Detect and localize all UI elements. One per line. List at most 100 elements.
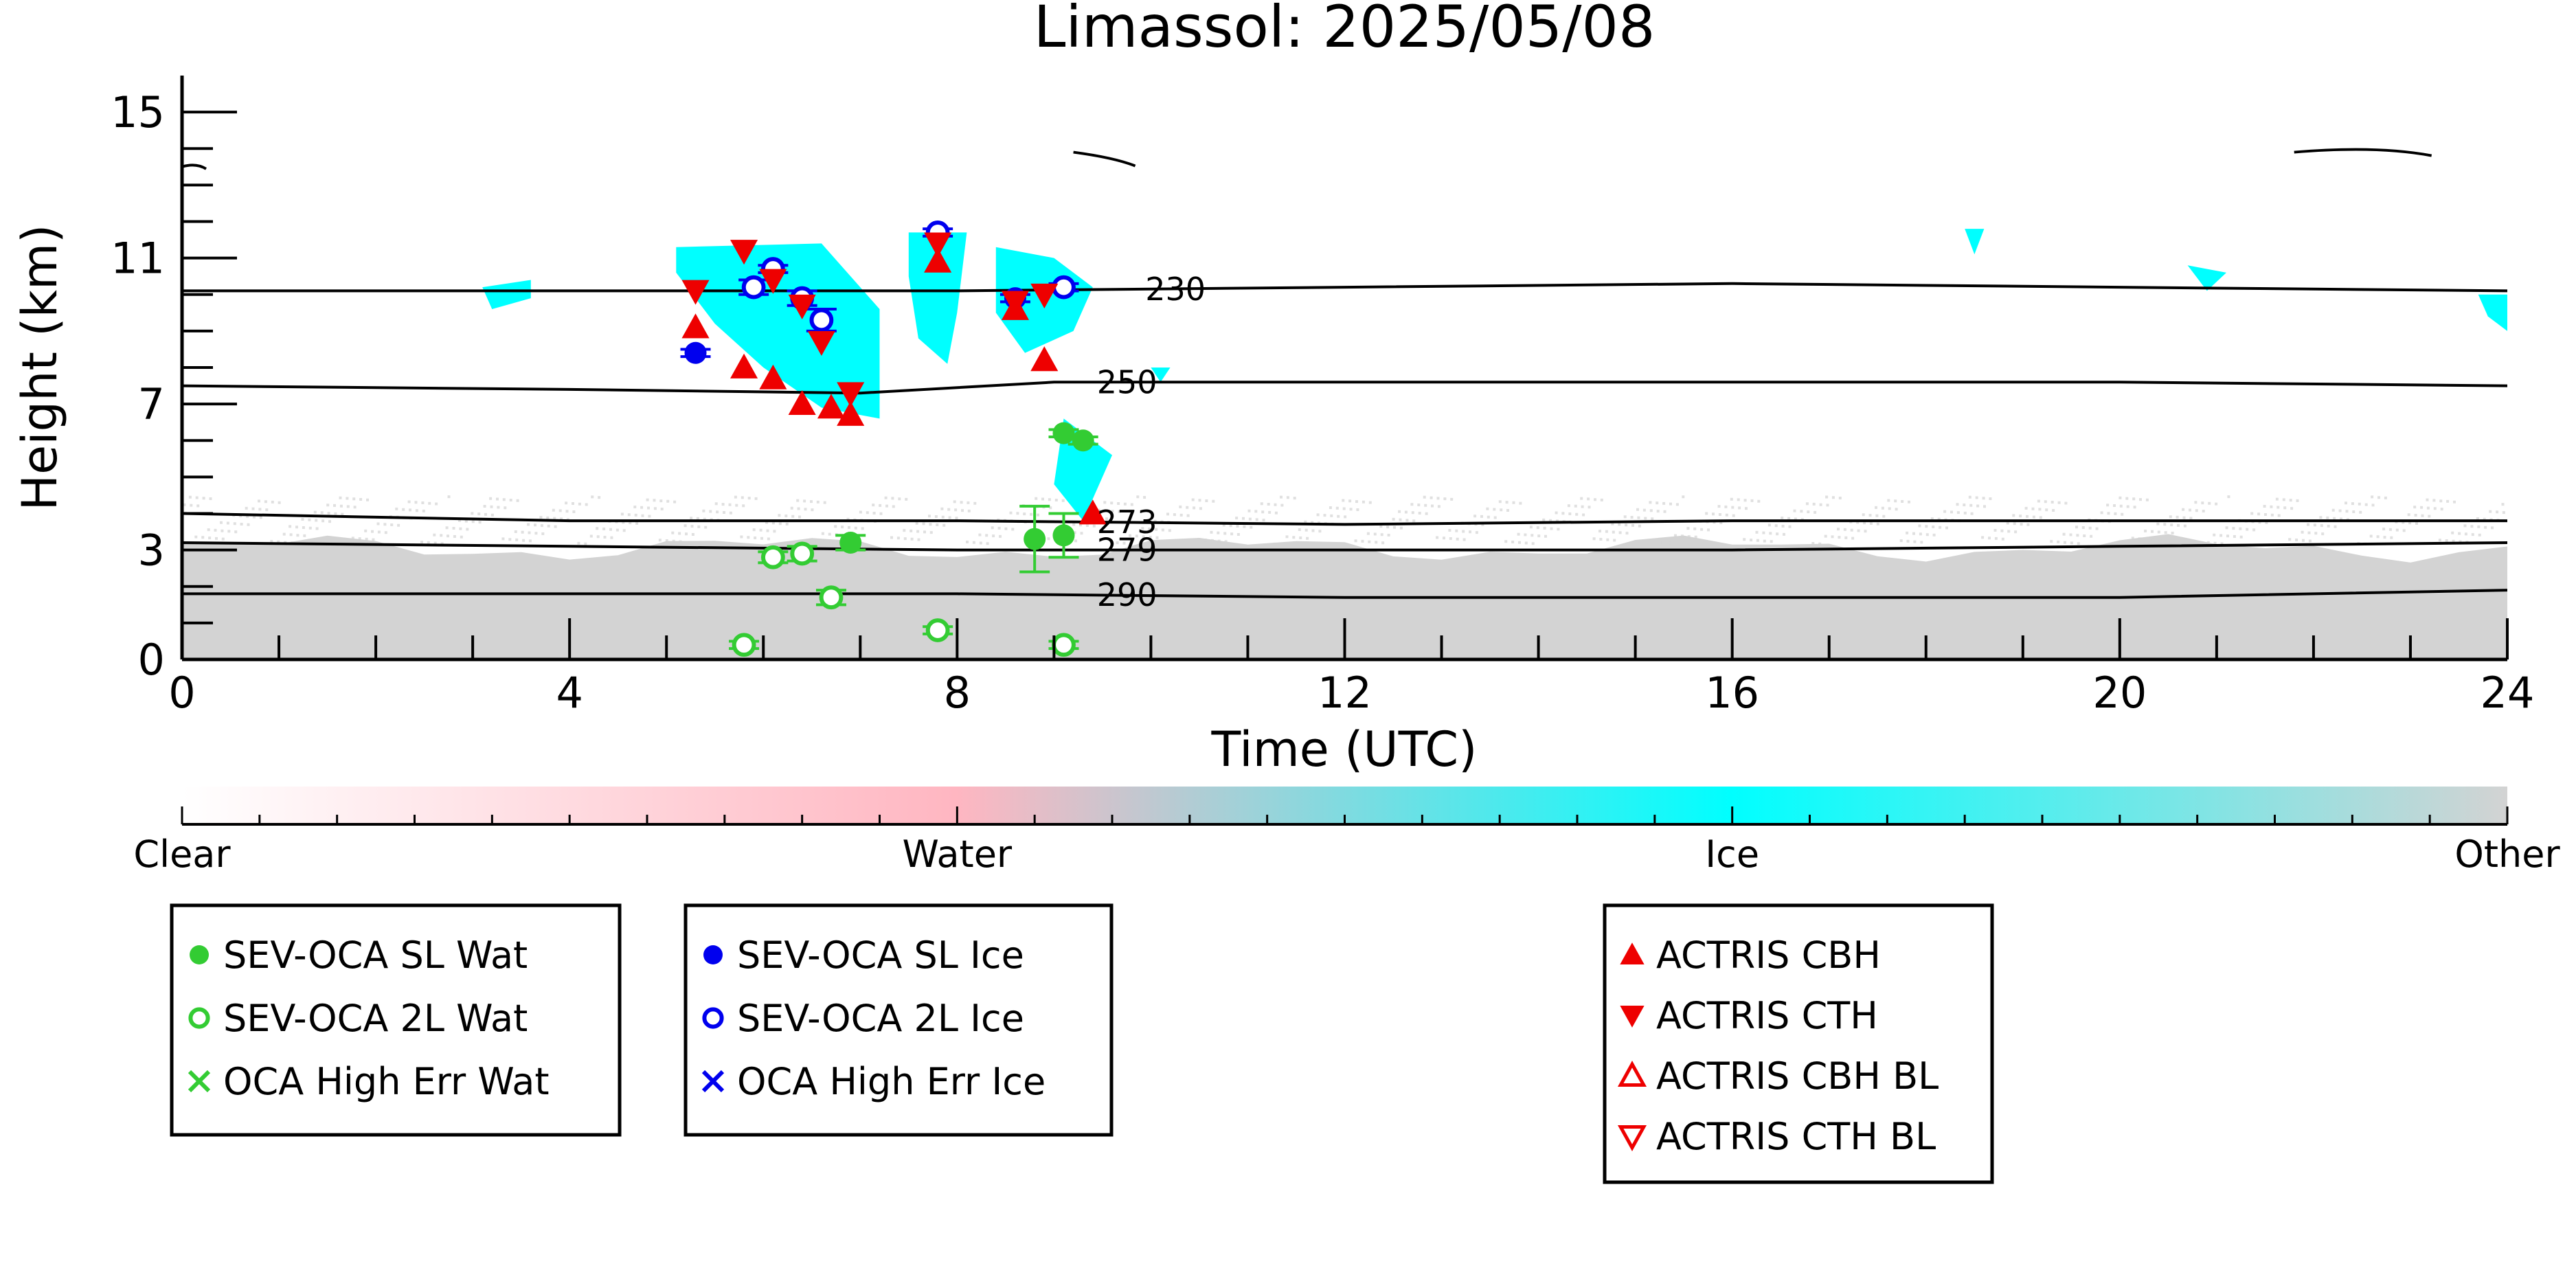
contour-label: 273 (1097, 504, 1157, 541)
data-point (1052, 524, 1075, 547)
legend-actris: ACTRIS CBH ACTRIS CTH ACTRIS CBH BL ACTRIS … (1603, 903, 1994, 1184)
data-point (924, 232, 952, 258)
high-contour-fragment (2294, 148, 2432, 157)
x-tick-label: 8 (944, 668, 971, 718)
data-point (760, 545, 785, 569)
legend-marker (1620, 942, 1645, 964)
series-0 (835, 422, 1098, 574)
legend-frame (170, 903, 622, 1137)
contour-label: 250 (1097, 363, 1157, 400)
data-point (681, 313, 710, 339)
data-point (759, 269, 787, 294)
data-point (1030, 346, 1059, 372)
data-point (732, 633, 756, 657)
legend-water: SEV-OCA SL Wat SEV-OCA 2L Wat OCA High Err… (170, 903, 622, 1137)
series-7 (681, 232, 1059, 407)
data-point (1001, 291, 1030, 316)
legend-label: ACTRIS CTH BL (1656, 1115, 1936, 1158)
legend-label: ACTRIS CBH BL (1656, 1054, 1939, 1098)
contour-label: 279 (1097, 532, 1157, 569)
y-axis-ticks: 0 3 7 11 15 (111, 87, 237, 685)
temperature-contour-line (182, 512, 2507, 526)
y-tick-label: 7 (138, 379, 165, 429)
legend-marker (1617, 1061, 1647, 1087)
data-point (684, 341, 707, 364)
data-point (837, 382, 865, 407)
x-tick-label: 4 (556, 668, 583, 718)
ice-cloud-patch (2478, 294, 2507, 331)
data-point (1052, 275, 1076, 300)
temperature-contour-line (182, 541, 2507, 552)
data-point (807, 330, 835, 357)
legend-label: OCA High Err Ice (737, 1060, 1046, 1103)
ice-cloud-patch (482, 280, 531, 309)
ice-cloud-patch (1965, 229, 1985, 255)
ice-cloud-patch (676, 243, 880, 419)
legend-marker (188, 1070, 211, 1093)
x-tick-label: 0 (168, 668, 195, 718)
legend-marker (1620, 1006, 1645, 1028)
legend-marker (701, 1070, 725, 1093)
y-tick-label: 15 (111, 87, 165, 137)
legend-marker (188, 1007, 210, 1029)
legend-marker (1617, 1125, 1647, 1151)
data-point (1052, 422, 1075, 444)
data-point (730, 353, 758, 379)
x-tick-label: 12 (1318, 668, 1372, 718)
classification-colorbar: Clear Water Ice Other (133, 787, 2560, 876)
temperature-contours (182, 282, 2507, 599)
data-point (788, 294, 816, 319)
x-tick-label: 24 (2481, 668, 2535, 718)
series-6 (681, 247, 1107, 525)
data-point (788, 389, 816, 415)
colorbar-label: Ice (1705, 833, 1759, 876)
ice-cloud-patch (1151, 368, 1171, 383)
legend-label: OCA High Err Wat (223, 1060, 550, 1103)
contour-label: 290 (1097, 576, 1157, 613)
colorbar-labels: Clear Water Ice Other (133, 833, 2560, 876)
data-point (759, 364, 787, 389)
legend-label: SEV-OCA 2L Ice (737, 997, 1024, 1040)
data-point (790, 541, 815, 566)
temperature-contour-line (182, 381, 2507, 395)
contour-label: 230 (1145, 271, 1206, 308)
x-tick-label: 20 (2092, 668, 2147, 718)
legend-marker (703, 945, 723, 964)
legend-label: SEV-OCA SL Wat (223, 934, 528, 977)
data-point (1078, 499, 1107, 525)
temperature-contour-line (182, 589, 2507, 599)
data-point (1024, 528, 1046, 550)
data-point (681, 280, 710, 305)
ice-cloud-patch (908, 232, 967, 364)
legend-label: ACTRIS CBH (1656, 934, 1881, 977)
y-tick-label: 0 (138, 635, 165, 685)
data-point (925, 618, 950, 642)
data-point (837, 400, 865, 426)
chart-title: Limassol: 2025/05/08 (1034, 0, 1656, 60)
data-point (1052, 633, 1076, 657)
x-axis-ticks: 0 4 8 12 16 20 24 (168, 618, 2534, 718)
legend-frame (1603, 903, 1994, 1184)
legend-marker (702, 1007, 724, 1029)
data-point (1030, 283, 1059, 308)
y-tick-label: 3 (138, 526, 165, 576)
ice-cloud-patch (2187, 265, 2226, 291)
temperature-contour-line (182, 282, 2507, 293)
legend-ice: SEV-OCA SL Ice SEV-OCA 2L Ice OCA High Err… (683, 903, 1114, 1137)
legend-frame (683, 903, 1114, 1137)
x-tick-label: 16 (1705, 668, 1759, 718)
data-point (819, 585, 844, 610)
y-axis-label: Height (km) (12, 225, 68, 511)
data-point (839, 532, 862, 554)
x-axis-label: Time (UTC) (1211, 721, 1478, 778)
colorbar-label: Clear (133, 833, 231, 876)
data-point (809, 308, 834, 332)
data-point (1072, 429, 1094, 452)
legend-label: SEV-OCA SL Ice (737, 934, 1024, 977)
colorbar-ticks (181, 806, 2509, 824)
data-point (730, 240, 758, 265)
legends: SEV-OCA SL Wat SEV-OCA 2L Wat OCA High Err… (170, 903, 1994, 1184)
